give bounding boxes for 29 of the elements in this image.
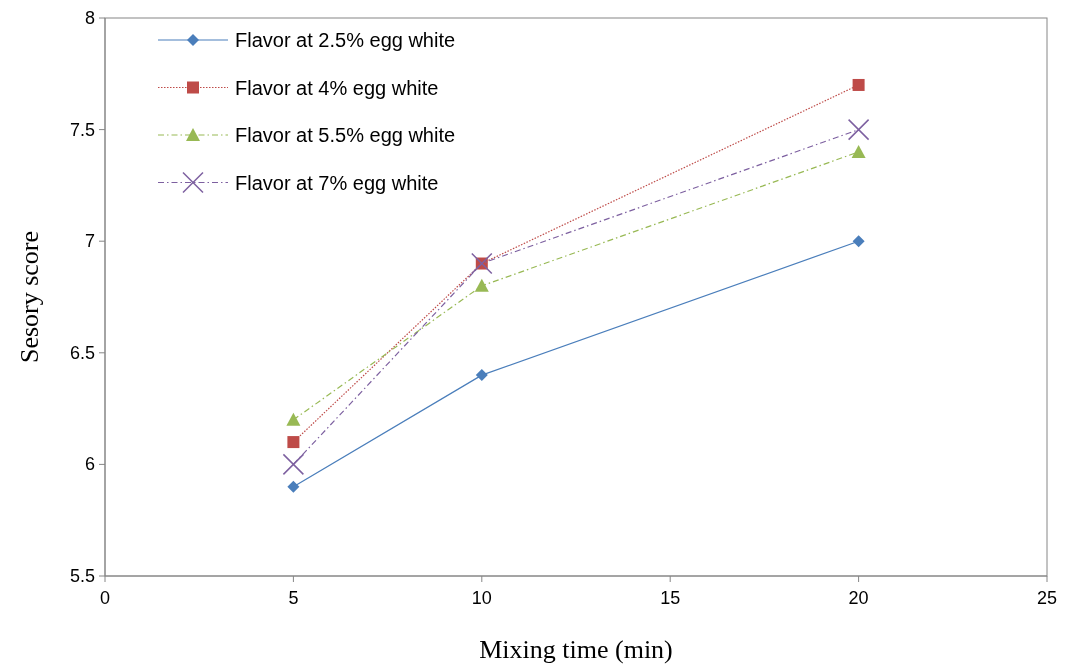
point <box>852 235 865 248</box>
legend-label: Flavor at 4% egg white <box>235 76 439 99</box>
point <box>852 78 865 91</box>
point <box>287 436 300 449</box>
y-tick-label: 7 <box>84 231 95 252</box>
point <box>475 369 488 382</box>
point <box>847 118 870 141</box>
point <box>286 412 301 426</box>
legend-label: Flavor at 5.5% egg white <box>235 124 456 146</box>
legend-label: Flavor at 7% egg white <box>235 171 439 194</box>
point <box>474 278 489 292</box>
y-tick-label: 6 <box>84 454 95 475</box>
x-tick-label: 0 <box>99 588 111 608</box>
x-tick-label: 15 <box>660 588 681 608</box>
y-tick-label: 5.5 <box>69 566 95 586</box>
point <box>282 453 305 476</box>
x-tick-label: 25 <box>1036 588 1058 608</box>
y-tick-label: 6.5 <box>69 342 95 363</box>
point <box>851 144 866 158</box>
x-tick-label: 5 <box>288 588 299 608</box>
legend-label: Flavor at 2.5% egg white <box>235 29 456 51</box>
point <box>287 480 300 493</box>
point <box>471 252 493 275</box>
x-axis-title: Mixing time (min) <box>479 635 673 664</box>
y-tick-label: 8 <box>84 8 95 28</box>
y-axis-title: Sesory score <box>15 230 44 364</box>
y-tick-label: 7.5 <box>69 119 95 140</box>
x-tick-label: 20 <box>848 588 869 608</box>
x-tick-label: 10 <box>471 588 492 608</box>
